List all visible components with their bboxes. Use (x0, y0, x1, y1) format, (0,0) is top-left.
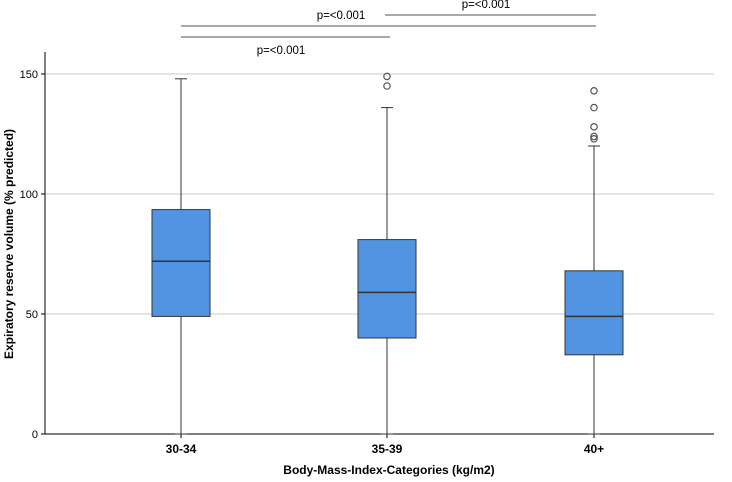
x-tick-label: 40+ (584, 442, 604, 456)
significance-bracket: p=<0.001 (181, 9, 596, 27)
p-value-label: p=<0.001 (317, 10, 366, 22)
iqr-box (357, 239, 417, 339)
outlier-point (383, 72, 391, 81)
p-value-label: p=<0.001 (257, 45, 306, 57)
outlier-point (590, 135, 598, 143)
outlier-point (590, 87, 598, 95)
p-value-label: p=<0.001 (462, 0, 511, 11)
iqr-box (564, 270, 624, 356)
y-tick-label: 50 (26, 309, 38, 321)
label-background (299, 9, 383, 22)
axes: 0 50 100 150 30-34 35-39 40+ (20, 52, 714, 456)
outlier-point (590, 103, 598, 112)
significance-bracket: p=<0.001 (385, 0, 596, 16)
box-35-39 (357, 72, 417, 435)
x-tick-label: 30-34 (166, 442, 197, 456)
outlier-point (383, 82, 391, 90)
significance-annotations: p=<0.001 p=<0.001 p=<0.001 (181, 0, 596, 57)
outlier-point (590, 123, 598, 131)
boxes (151, 72, 624, 435)
y-tick-label: 0 (32, 429, 38, 441)
significance-bracket: p=<0.001 (181, 36, 390, 57)
x-axis-label: Body-Mass-Index-Categories (kg/m2) (283, 463, 494, 477)
outlier-point (590, 132, 598, 141)
box-40+ (564, 87, 624, 435)
iqr-box (151, 209, 211, 317)
box-30-34 (151, 78, 211, 435)
x-tick-label: 35-39 (372, 442, 403, 456)
y-axis-label: Expiratory reserve volume (% predicted) (2, 129, 16, 359)
y-tick-label: 100 (20, 189, 38, 201)
y-tick-label: 150 (20, 69, 38, 81)
